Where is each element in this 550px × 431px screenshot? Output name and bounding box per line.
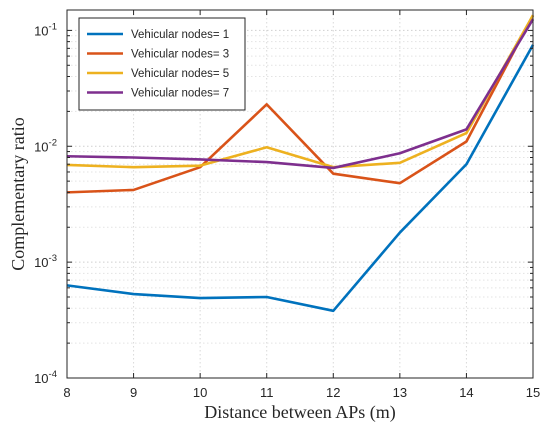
x-tick-label: 9 [130,385,137,400]
series-line [66,14,535,169]
x-tick-label: 15 [526,385,540,400]
x-tick-label: 12 [326,385,340,400]
ticks [66,10,534,379]
tick-labels: 8 9 10 11 12 13 14 15 10-4 10-3 10-2 10-1 [34,21,540,400]
x-tick-label: 11 [260,385,274,400]
y-tick-label: 10-1 [34,21,57,38]
x-tick-label: 10 [193,385,207,400]
legend-label: Vehicular nodes= 3 [131,49,229,61]
y-axis-title: Complementary ratio [8,117,28,270]
plot-frame [66,9,534,379]
y-tick-label: 10-3 [34,253,57,270]
legend: Vehicular nodes= 1 Vehicular nodes= 3 Vehi… [78,17,246,111]
x-tick-label: 8 [63,385,70,400]
series-line [66,44,535,313]
x-tick-label: 13 [393,385,407,400]
legend-label: Vehicular nodes= 5 [131,68,229,80]
legend-label: Vehicular nodes= 1 [131,29,229,41]
y-tick-label: 10-4 [34,369,57,386]
series-line [66,14,535,194]
x-axis-title: Distance between APs (m) [204,402,395,423]
series-layer [66,14,535,313]
series-line [66,18,535,170]
y-tick-label: 10-2 [34,137,57,154]
legend-label: Vehicular nodes= 7 [131,88,229,100]
x-tick-label: 14 [459,385,473,400]
